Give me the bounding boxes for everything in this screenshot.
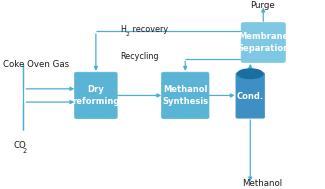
Text: H: H <box>120 25 126 34</box>
FancyBboxPatch shape <box>74 72 117 119</box>
Text: Purge: Purge <box>250 1 275 10</box>
Text: Methanol
Synthesis: Methanol Synthesis <box>162 85 208 106</box>
Text: Dry
reforming: Dry reforming <box>72 85 120 106</box>
FancyBboxPatch shape <box>162 72 209 119</box>
Text: Recycling: Recycling <box>120 52 159 61</box>
FancyBboxPatch shape <box>236 73 265 118</box>
Text: Cond.: Cond. <box>237 92 264 101</box>
Text: Membrane
Separation: Membrane Separation <box>237 32 289 53</box>
Text: CO: CO <box>13 141 26 150</box>
Text: 2: 2 <box>125 32 129 36</box>
Text: 2: 2 <box>22 148 26 154</box>
FancyBboxPatch shape <box>241 23 285 62</box>
Text: recovery: recovery <box>130 25 168 34</box>
Text: Methanol: Methanol <box>242 179 283 188</box>
Ellipse shape <box>238 69 263 78</box>
Text: Coke Oven Gas: Coke Oven Gas <box>3 60 69 69</box>
